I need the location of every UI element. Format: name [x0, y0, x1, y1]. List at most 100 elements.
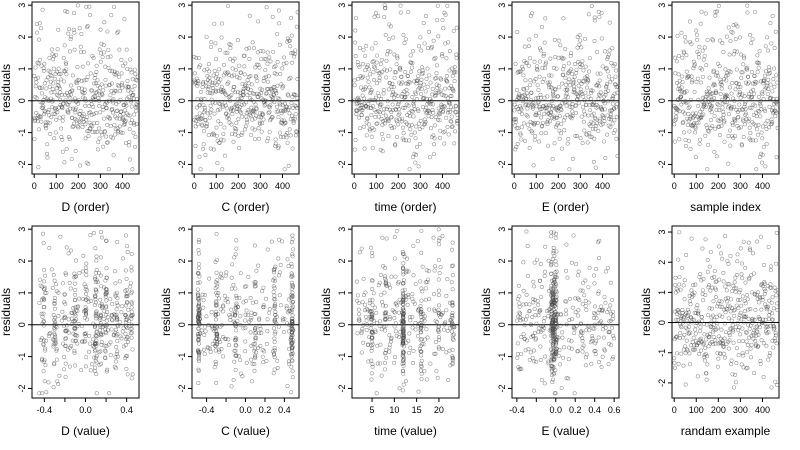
data-point: [525, 60, 530, 65]
data-point: [78, 49, 83, 54]
data-point: [563, 47, 568, 52]
data-point: [554, 346, 559, 351]
data-point: [678, 89, 683, 94]
data-point: [203, 80, 208, 85]
data-point: [123, 320, 128, 325]
data-point: [367, 298, 372, 303]
data-point: [114, 307, 119, 312]
data-point: [212, 132, 217, 137]
data-point: [219, 322, 224, 327]
data-point: [750, 138, 755, 143]
data-point: [586, 69, 591, 74]
data-point: [676, 87, 681, 92]
data-point: [352, 78, 357, 83]
data-point: [753, 79, 758, 84]
data-point: [737, 312, 742, 317]
data-point: [127, 139, 132, 144]
data-point: [589, 3, 594, 8]
data-point: [518, 366, 523, 371]
data-point: [107, 116, 112, 121]
data-point: [372, 77, 377, 82]
data-point: [249, 132, 254, 137]
y-tick-label: 0: [497, 322, 507, 327]
data-point: [273, 264, 278, 269]
data-point: [63, 315, 68, 320]
data-point: [126, 307, 131, 312]
data-point: [601, 139, 606, 144]
x-tick-label: 100: [369, 181, 384, 191]
data-point: [69, 83, 74, 88]
data-point: [775, 80, 780, 85]
data-point: [694, 32, 699, 37]
data-point: [74, 308, 79, 313]
data-point: [707, 99, 712, 104]
data-point: [590, 334, 595, 339]
data-point: [124, 300, 129, 305]
data-point: [93, 275, 98, 280]
data-point: [91, 97, 96, 102]
data-point: [451, 332, 456, 337]
data-point: [133, 134, 138, 139]
data-point: [129, 289, 134, 294]
data-point: [688, 302, 693, 307]
data-point: [680, 265, 685, 270]
data-point: [370, 104, 375, 109]
data-point: [588, 108, 593, 113]
data-point: [567, 345, 572, 350]
data-point: [379, 327, 384, 332]
data-point: [551, 289, 556, 294]
data-point: [551, 89, 556, 94]
data-point: [532, 306, 537, 311]
data-point: [771, 76, 776, 81]
data-point: [213, 344, 218, 349]
data-point: [132, 122, 137, 127]
data-point: [411, 349, 416, 354]
data-point: [588, 124, 593, 129]
data-point: [449, 125, 454, 130]
data-point: [436, 227, 441, 232]
data-point: [418, 83, 423, 88]
data-point: [121, 111, 126, 116]
data-point: [692, 62, 697, 67]
data-point: [731, 116, 736, 121]
data-point: [272, 293, 277, 298]
data-point: [110, 302, 115, 307]
data-point: [361, 47, 366, 52]
data-point: [196, 261, 201, 266]
data-point: [730, 122, 735, 127]
data-point: [101, 144, 106, 149]
data-point: [432, 56, 437, 61]
data-point: [769, 117, 774, 122]
data-point: [764, 141, 769, 146]
data-point: [519, 351, 524, 356]
data-point: [218, 102, 223, 107]
data-point: [69, 343, 74, 348]
data-point: [287, 77, 292, 82]
data-point: [430, 86, 435, 91]
data-point: [389, 115, 394, 120]
data-point: [52, 90, 57, 95]
data-point: [544, 308, 549, 313]
data-point: [699, 9, 704, 14]
data-point: [353, 54, 358, 59]
data-point: [383, 5, 388, 10]
data-point: [532, 359, 537, 364]
data-point: [592, 100, 597, 105]
x-tick-label: -0.4: [37, 405, 53, 415]
data-point: [521, 260, 526, 265]
data-point: [98, 361, 103, 366]
data-point: [91, 121, 96, 126]
data-point: [394, 303, 399, 308]
data-point: [61, 114, 66, 119]
data-point: [683, 39, 688, 44]
data-point: [612, 118, 617, 123]
data-point: [72, 275, 77, 280]
data-point: [40, 85, 45, 90]
data-point: [98, 303, 103, 308]
data-point: [289, 323, 294, 328]
data-point: [273, 141, 278, 146]
data-point: [285, 384, 290, 389]
data-point: [234, 343, 239, 348]
data-point: [398, 330, 403, 335]
